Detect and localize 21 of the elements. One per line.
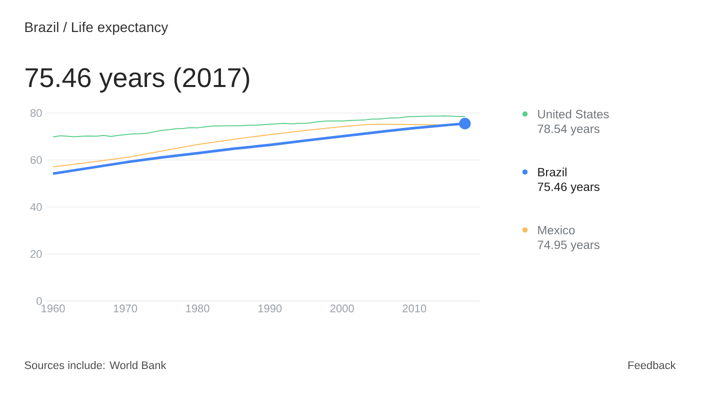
x-tick-label: 1960 [42,304,65,312]
legend-label: Mexico [538,226,575,234]
source-note: Sources include: World Bank [24,361,166,370]
x-tick-label: 1980 [186,304,210,312]
text: Feedback [628,361,676,370]
text: 78.54 years [538,124,600,136]
y-tick-label: 20 [30,250,42,258]
y-tick-label: 80 [30,109,42,117]
x-tick-label: 1970 [114,304,138,312]
x-tick-label: 2000 [330,304,354,312]
x-tick-label: 1990 [258,304,282,312]
text: 75.46 years [538,182,600,194]
chart-title: 75.46 years (2017) [26,67,250,93]
y-tick-label: 40 [30,203,42,211]
x-tick-label: 2010 [402,304,426,312]
chart-subtitle: Brazil / Life expectancy [25,22,168,35]
text: 74.95 years [538,240,600,252]
legend-label: Brazil [538,168,566,176]
y-tick-label: 60 [30,156,42,164]
y-tick-label: 0 [36,297,42,305]
legend-label: United States [538,110,609,118]
